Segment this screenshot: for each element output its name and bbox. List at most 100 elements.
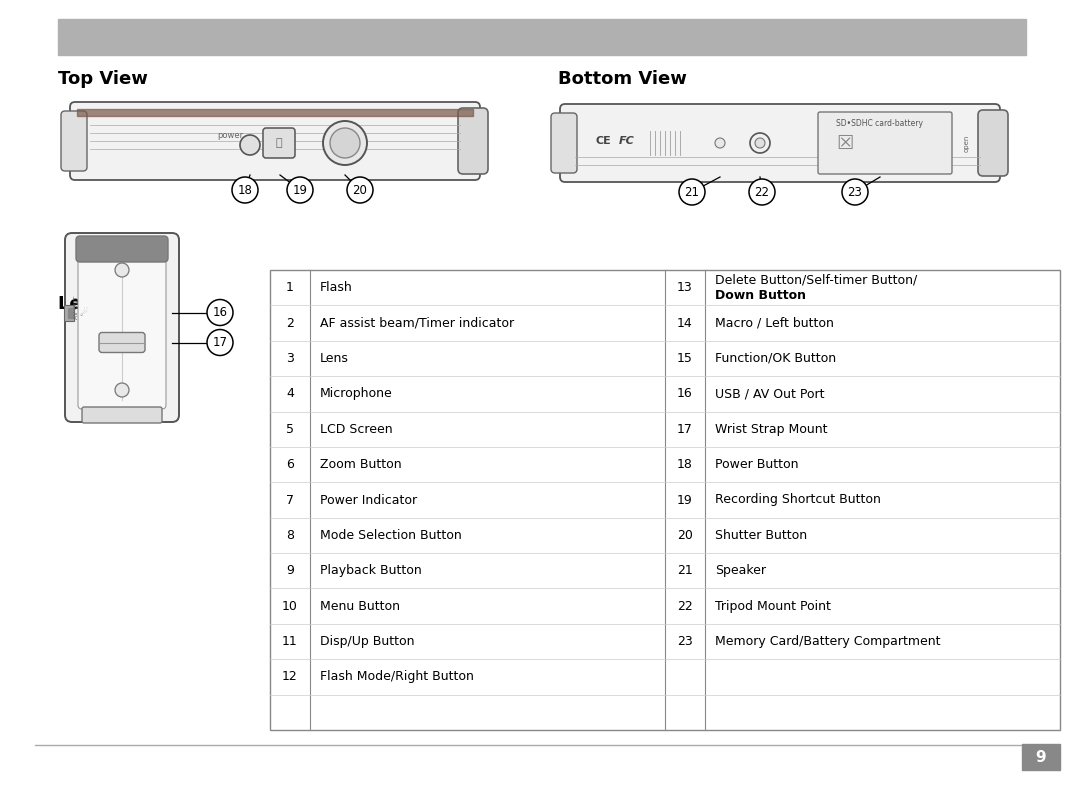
Text: 3: 3 bbox=[286, 352, 294, 365]
Circle shape bbox=[750, 179, 775, 205]
Text: 1: 1 bbox=[286, 281, 294, 294]
Text: 20: 20 bbox=[677, 529, 693, 542]
Circle shape bbox=[287, 177, 313, 203]
Bar bbox=[58, 19, 1026, 55]
Text: Recording Shortcut Button: Recording Shortcut Button bbox=[715, 494, 881, 506]
Text: Macro / Left button: Macro / Left button bbox=[715, 316, 834, 330]
Text: Mode Selection Button: Mode Selection Button bbox=[320, 529, 462, 542]
Circle shape bbox=[232, 177, 258, 203]
Text: Shutter Button: Shutter Button bbox=[715, 529, 807, 542]
FancyBboxPatch shape bbox=[65, 233, 179, 422]
Text: Wrist Strap Mount: Wrist Strap Mount bbox=[715, 423, 827, 436]
Text: ☄: ☄ bbox=[80, 308, 89, 317]
Text: 17: 17 bbox=[677, 423, 693, 436]
Circle shape bbox=[114, 383, 129, 397]
Bar bbox=[68, 308, 73, 317]
Text: 20: 20 bbox=[352, 184, 367, 196]
FancyBboxPatch shape bbox=[70, 102, 480, 180]
Text: 11: 11 bbox=[282, 635, 298, 648]
Text: Microphone: Microphone bbox=[320, 387, 393, 400]
Text: FC: FC bbox=[619, 136, 635, 146]
Text: 5: 5 bbox=[286, 423, 294, 436]
Bar bbox=[270, 270, 1059, 730]
Circle shape bbox=[679, 179, 705, 205]
Text: Flash Mode/Right Button: Flash Mode/Right Button bbox=[320, 670, 474, 684]
Text: 18: 18 bbox=[677, 458, 693, 471]
Text: 22: 22 bbox=[677, 600, 693, 612]
Text: Flash: Flash bbox=[320, 281, 353, 294]
Text: ☒: ☒ bbox=[836, 133, 854, 152]
Text: 23: 23 bbox=[848, 185, 863, 199]
FancyBboxPatch shape bbox=[561, 104, 1000, 182]
Text: Zoom Button: Zoom Button bbox=[320, 458, 402, 471]
Circle shape bbox=[347, 177, 373, 203]
Text: 22: 22 bbox=[755, 185, 769, 199]
Circle shape bbox=[240, 135, 260, 155]
Text: Down Button: Down Button bbox=[715, 289, 806, 302]
Text: 19: 19 bbox=[677, 494, 693, 506]
Text: Function/OK Button: Function/OK Button bbox=[715, 352, 836, 365]
FancyBboxPatch shape bbox=[551, 113, 577, 173]
Circle shape bbox=[842, 179, 868, 205]
Bar bbox=[77, 109, 473, 116]
FancyBboxPatch shape bbox=[82, 407, 162, 423]
FancyBboxPatch shape bbox=[818, 112, 951, 174]
Text: 12: 12 bbox=[282, 670, 298, 684]
Text: 9: 9 bbox=[1036, 750, 1047, 765]
Bar bbox=[1022, 744, 1059, 770]
FancyBboxPatch shape bbox=[78, 246, 166, 409]
Circle shape bbox=[330, 128, 360, 158]
Text: Speaker: Speaker bbox=[715, 564, 766, 577]
Bar bbox=[64, 305, 75, 320]
Text: 16: 16 bbox=[677, 387, 693, 400]
Text: 15: 15 bbox=[677, 352, 693, 365]
Text: Disp/Up Button: Disp/Up Button bbox=[320, 635, 415, 648]
Text: Bottom View: Bottom View bbox=[558, 70, 687, 88]
Text: Top View: Top View bbox=[58, 70, 148, 88]
Circle shape bbox=[715, 138, 725, 148]
Text: 18: 18 bbox=[238, 184, 253, 196]
Text: Lens: Lens bbox=[320, 352, 349, 365]
Text: LCD Screen: LCD Screen bbox=[320, 423, 393, 436]
Text: 21: 21 bbox=[685, 185, 700, 199]
Text: 17: 17 bbox=[213, 336, 228, 349]
Circle shape bbox=[207, 330, 233, 356]
Text: Tripod Mount Point: Tripod Mount Point bbox=[715, 600, 831, 612]
Text: SD•SDHC card-battery: SD•SDHC card-battery bbox=[837, 119, 923, 128]
Text: USB / AV Out Port: USB / AV Out Port bbox=[715, 387, 824, 400]
Text: AV OUT: AV OUT bbox=[75, 296, 80, 319]
Text: 7: 7 bbox=[286, 494, 294, 506]
Circle shape bbox=[323, 121, 367, 165]
Text: 16: 16 bbox=[213, 306, 228, 319]
Text: Left View: Left View bbox=[58, 295, 153, 313]
FancyBboxPatch shape bbox=[264, 128, 295, 158]
Text: 6: 6 bbox=[286, 458, 294, 471]
Text: Power Button: Power Button bbox=[715, 458, 798, 471]
Circle shape bbox=[755, 138, 765, 148]
Circle shape bbox=[750, 133, 770, 153]
Text: Power Indicator: Power Indicator bbox=[320, 494, 417, 506]
Text: 4: 4 bbox=[286, 387, 294, 400]
Text: Memory Card/Battery Compartment: Memory Card/Battery Compartment bbox=[715, 635, 941, 648]
FancyBboxPatch shape bbox=[76, 236, 168, 262]
Text: 8: 8 bbox=[286, 529, 294, 542]
Text: 13: 13 bbox=[677, 281, 693, 294]
Text: open: open bbox=[964, 134, 970, 152]
FancyBboxPatch shape bbox=[99, 333, 145, 352]
Circle shape bbox=[207, 300, 233, 326]
FancyBboxPatch shape bbox=[978, 110, 1008, 176]
Text: Playback Button: Playback Button bbox=[320, 564, 422, 577]
FancyBboxPatch shape bbox=[60, 111, 87, 171]
Text: Menu Button: Menu Button bbox=[320, 600, 400, 612]
Text: 19: 19 bbox=[293, 184, 308, 196]
Text: 9: 9 bbox=[286, 564, 294, 577]
Text: 23: 23 bbox=[677, 635, 693, 648]
Circle shape bbox=[114, 263, 129, 277]
Text: CE: CE bbox=[595, 136, 611, 146]
Text: ⌖: ⌖ bbox=[275, 138, 282, 148]
Text: Delete Button/Self-timer Button/: Delete Button/Self-timer Button/ bbox=[715, 273, 917, 287]
Text: 21: 21 bbox=[677, 564, 693, 577]
FancyBboxPatch shape bbox=[458, 108, 488, 174]
Text: 2: 2 bbox=[286, 316, 294, 330]
Text: power: power bbox=[217, 130, 243, 140]
